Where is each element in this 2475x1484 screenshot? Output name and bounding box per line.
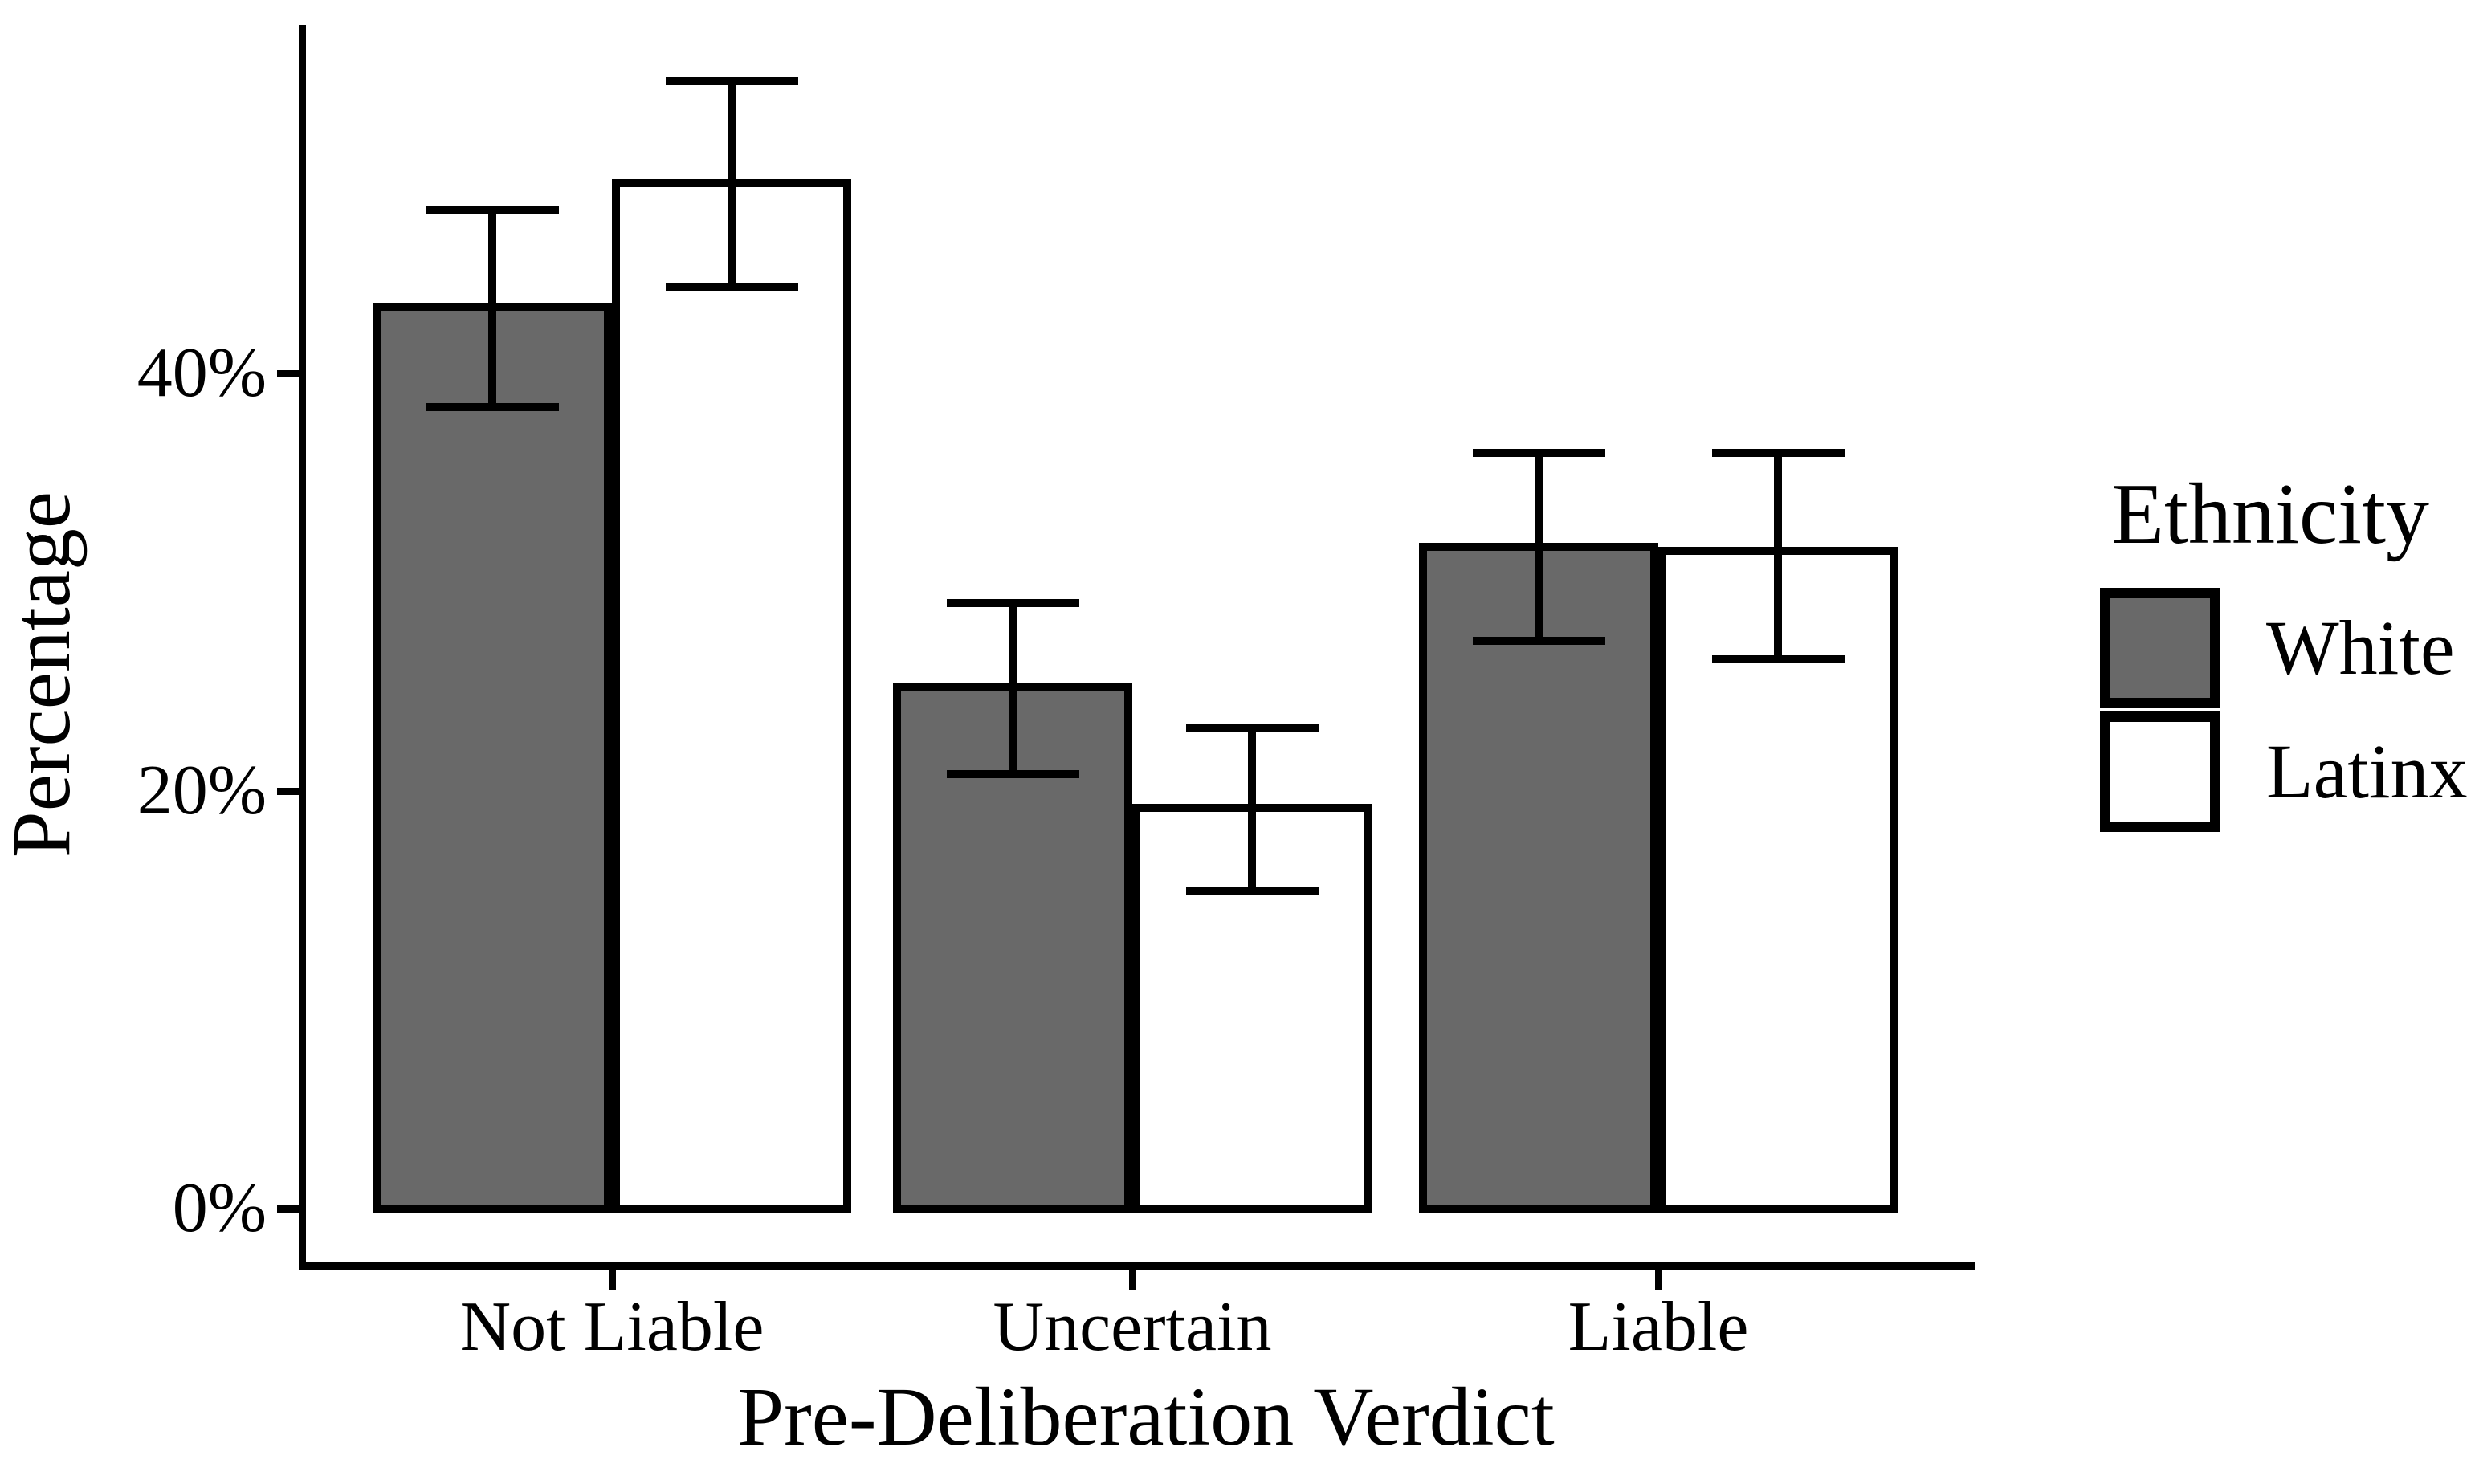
x-axis-title: Pre-Deliberation Verdict [737, 1371, 1555, 1463]
legend-label-latinx: Latinx [2266, 728, 2468, 814]
legend-title: Ethnicity [2111, 467, 2429, 562]
legend-swatch-latinx [2100, 711, 2220, 832]
errorbar-cap-bottom-white-not-liable [426, 402, 559, 411]
errorbar-cap-top-latinx-not-liable [665, 77, 798, 85]
errorbar-line-latinx-uncertain [1248, 728, 1256, 891]
x-tick-label-liable: Liable [1568, 1288, 1749, 1366]
x-tick-label-not-liable: Not Liable [459, 1288, 765, 1366]
bar-white-not-liable [373, 302, 612, 1213]
y-tick-label-40%: 40% [137, 334, 267, 412]
errorbar-cap-top-white-not-liable [426, 206, 559, 215]
errorbar-line-white-not-liable [488, 210, 496, 407]
errorbar-cap-top-white-liable [1472, 448, 1605, 457]
errorbar-line-latinx-not-liable [728, 81, 736, 288]
errorbar-cap-bottom-latinx-liable [1711, 655, 1845, 664]
y-tick-label-0%: 0% [172, 1169, 267, 1247]
x-axis-line [299, 1262, 1975, 1270]
x-tick-label-uncertain: Uncertain [993, 1288, 1272, 1366]
x-tick-mark-uncertain [1129, 1270, 1136, 1290]
legend-swatch-white [2100, 588, 2220, 708]
errorbar-cap-top-latinx-uncertain [1185, 724, 1319, 732]
bar-latinx-not-liable [612, 179, 851, 1213]
y-axis-title: Percentage [0, 491, 88, 858]
x-tick-mark-liable [1655, 1270, 1662, 1290]
errorbar-line-white-liable [1535, 452, 1543, 641]
errorbar-cap-bottom-latinx-uncertain [1185, 887, 1319, 895]
bar-latinx-uncertain [1132, 803, 1372, 1213]
y-tick-mark-20% [277, 788, 299, 795]
legend-label-white: White [2266, 605, 2455, 691]
errorbar-cap-bottom-latinx-not-liable [665, 283, 798, 292]
y-tick-mark-0% [277, 1205, 299, 1213]
errorbar-cap-top-latinx-liable [1711, 448, 1845, 457]
y-tick-label-20%: 20% [137, 752, 267, 830]
errorbar-cap-bottom-white-liable [1472, 636, 1605, 645]
errorbar-cap-bottom-white-uncertain [946, 770, 1079, 779]
y-axis-line [299, 25, 306, 1270]
errorbar-line-latinx-liable [1774, 452, 1782, 660]
x-tick-mark-not-liable [609, 1270, 616, 1290]
errorbar-cap-top-white-uncertain [946, 599, 1079, 607]
y-tick-mark-40% [277, 370, 299, 377]
errorbar-line-white-uncertain [1009, 603, 1017, 775]
bar-white-liable [1419, 542, 1658, 1213]
